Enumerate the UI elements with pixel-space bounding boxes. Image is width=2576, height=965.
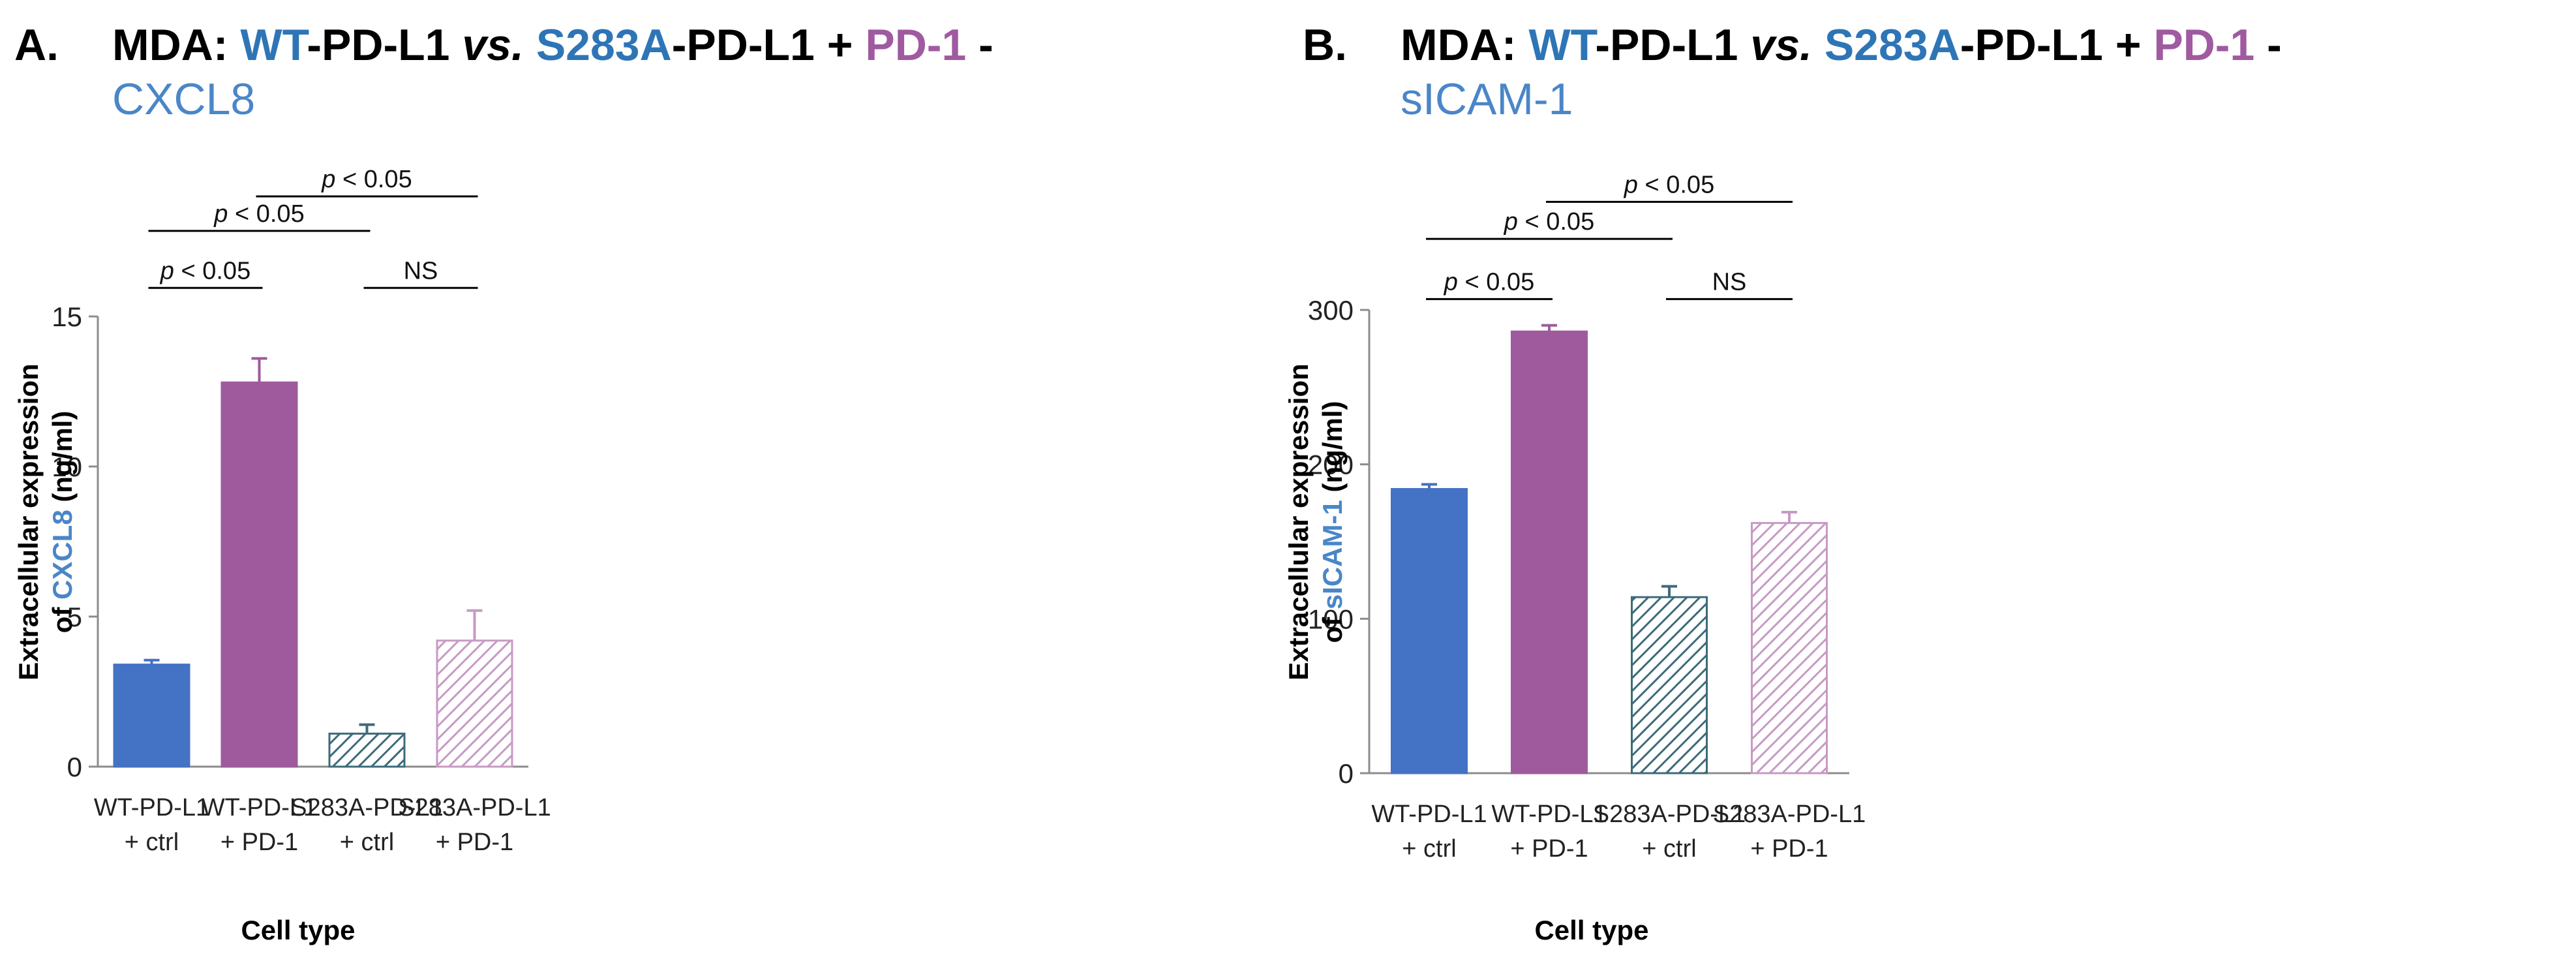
panel-a: A. MDA: WT-PD-L1 vs. S283A-PD-L1 + PD-1 -… bbox=[13, 18, 1254, 945]
x-tick-label: S283A-PD-L1 bbox=[1713, 801, 1866, 828]
significance-label-1: NS bbox=[404, 257, 438, 284]
error-bar-0 bbox=[1421, 483, 1437, 489]
y-tick-label: 15 bbox=[52, 301, 82, 332]
y-tick-label: 0 bbox=[67, 752, 82, 782]
y-axis-label: Extracellular expression of CXCL8 (ng/ml) bbox=[13, 363, 78, 681]
title-vs: vs. bbox=[462, 20, 524, 70]
y-axis-label-line1: Extracellular expression bbox=[13, 363, 44, 681]
title-prefix: MDA: bbox=[112, 20, 241, 70]
bar-1 bbox=[220, 381, 298, 768]
title-dash: - bbox=[2254, 20, 2282, 70]
x-axis-label: Cell type bbox=[1534, 915, 1648, 945]
x-tick-label: WT-PD-L1 bbox=[202, 794, 317, 821]
y-tick-label: 5 bbox=[67, 602, 82, 632]
error-bar-2 bbox=[1661, 585, 1677, 598]
x-tick-label: S283A-PD-L1 bbox=[1593, 801, 1746, 828]
title-pdl1-b: -PD-L1 + bbox=[1960, 20, 2154, 70]
x-tick-label: WT-PD-L1 bbox=[1371, 801, 1487, 828]
y-tick-label: 200 bbox=[1308, 450, 1354, 480]
bar-2 bbox=[328, 732, 406, 768]
y-axis-label-line2: of sICAM-1 (ng/ml) bbox=[1317, 401, 1348, 643]
x-tick-label: + ctrl bbox=[1642, 835, 1696, 863]
significance-label-0: p < 0.05 bbox=[160, 257, 250, 284]
x-tick-label: + ctrl bbox=[340, 829, 394, 856]
title-pdl1-a: -PD-L1 bbox=[1595, 20, 1751, 70]
x-tick-label: S283A-PD-L1 bbox=[398, 794, 551, 821]
title-wt: WT bbox=[240, 20, 307, 70]
bar-3 bbox=[436, 639, 513, 768]
panel-letter: A. bbox=[14, 20, 59, 70]
title-wt: WT bbox=[1528, 20, 1596, 70]
x-tick-label: + ctrl bbox=[1402, 835, 1456, 863]
title-vs: vs. bbox=[1750, 20, 1812, 70]
significance-label-3: p < 0.05 bbox=[1624, 171, 1714, 198]
bar-3 bbox=[1751, 522, 1828, 774]
significance-label-2: p < 0.05 bbox=[213, 200, 304, 228]
significance-label-3: p < 0.05 bbox=[321, 166, 412, 193]
title-analyte: sICAM-1 bbox=[1401, 74, 1573, 124]
error-bar-1 bbox=[251, 357, 267, 383]
chart-title: A. MDA: WT-PD-L1 vs. S283A-PD-L1 + PD-1 -… bbox=[14, 18, 1254, 127]
title-prefix: MDA: bbox=[1401, 20, 1529, 70]
y-axis-label-line2: of CXCL8 (ng/ml) bbox=[47, 411, 78, 634]
significance-label-1: NS bbox=[1712, 268, 1747, 296]
title-pd1: PD-1 bbox=[865, 20, 967, 70]
panel-letter: B. bbox=[1303, 20, 1347, 70]
title-s283a: S283A bbox=[536, 20, 672, 70]
title-pd1: PD-1 bbox=[2153, 20, 2255, 70]
panel-b: B. MDA: WT-PD-L1 vs. S283A-PD-L1 + PD-1 -… bbox=[1288, 0, 2576, 965]
bar-1 bbox=[1511, 330, 1588, 774]
x-tick-label: + ctrl bbox=[125, 829, 179, 856]
chart-title: B. MDA: WT-PD-L1 vs. S283A-PD-L1 + PD-1 -… bbox=[1303, 18, 2542, 127]
title-dash: - bbox=[966, 20, 993, 70]
error-bar-2 bbox=[359, 723, 375, 734]
error-bar-3 bbox=[466, 609, 483, 641]
y-tick-label: 100 bbox=[1308, 604, 1354, 634]
x-tick-label: + PD-1 bbox=[1750, 835, 1828, 863]
x-tick-label: + PD-1 bbox=[436, 829, 513, 856]
y-tick-label: 10 bbox=[52, 452, 82, 482]
x-tick-label: WT-PD-L1 bbox=[94, 794, 209, 821]
error-bar-3 bbox=[1781, 511, 1797, 523]
x-tick-label: S283A-PD-L1 bbox=[290, 794, 443, 821]
bar-0 bbox=[1391, 488, 1468, 774]
x-tick-label: + PD-1 bbox=[220, 829, 298, 856]
y-axis-label-line1: Extracellular expression bbox=[1288, 363, 1314, 681]
significance-label-0: p < 0.05 bbox=[1444, 268, 1534, 296]
title-pdl1-b: -PD-L1 + bbox=[671, 20, 866, 70]
significance-label-2: p < 0.05 bbox=[1504, 208, 1594, 236]
bar-0 bbox=[113, 664, 190, 768]
error-bar-0 bbox=[144, 658, 160, 665]
title-pdl1-a: -PD-L1 bbox=[307, 20, 462, 70]
y-tick-label: 0 bbox=[1339, 758, 1354, 789]
title-analyte: CXCL8 bbox=[112, 74, 256, 124]
x-tick-label: + PD-1 bbox=[1510, 835, 1588, 863]
bar-chart-cxcl8: 0 5 10 15 WT-PD-L1 + ctrl WT-PD-L1 + PD-1 S283A-… bbox=[13, 166, 551, 945]
title-s283a: S283A bbox=[1824, 20, 1960, 70]
y-tick-label: 300 bbox=[1308, 295, 1354, 326]
error-bar-1 bbox=[1541, 324, 1557, 332]
x-tick-label: WT-PD-L1 bbox=[1491, 801, 1607, 828]
bar-2 bbox=[1631, 596, 1708, 774]
x-axis-label: Cell type bbox=[241, 915, 355, 945]
